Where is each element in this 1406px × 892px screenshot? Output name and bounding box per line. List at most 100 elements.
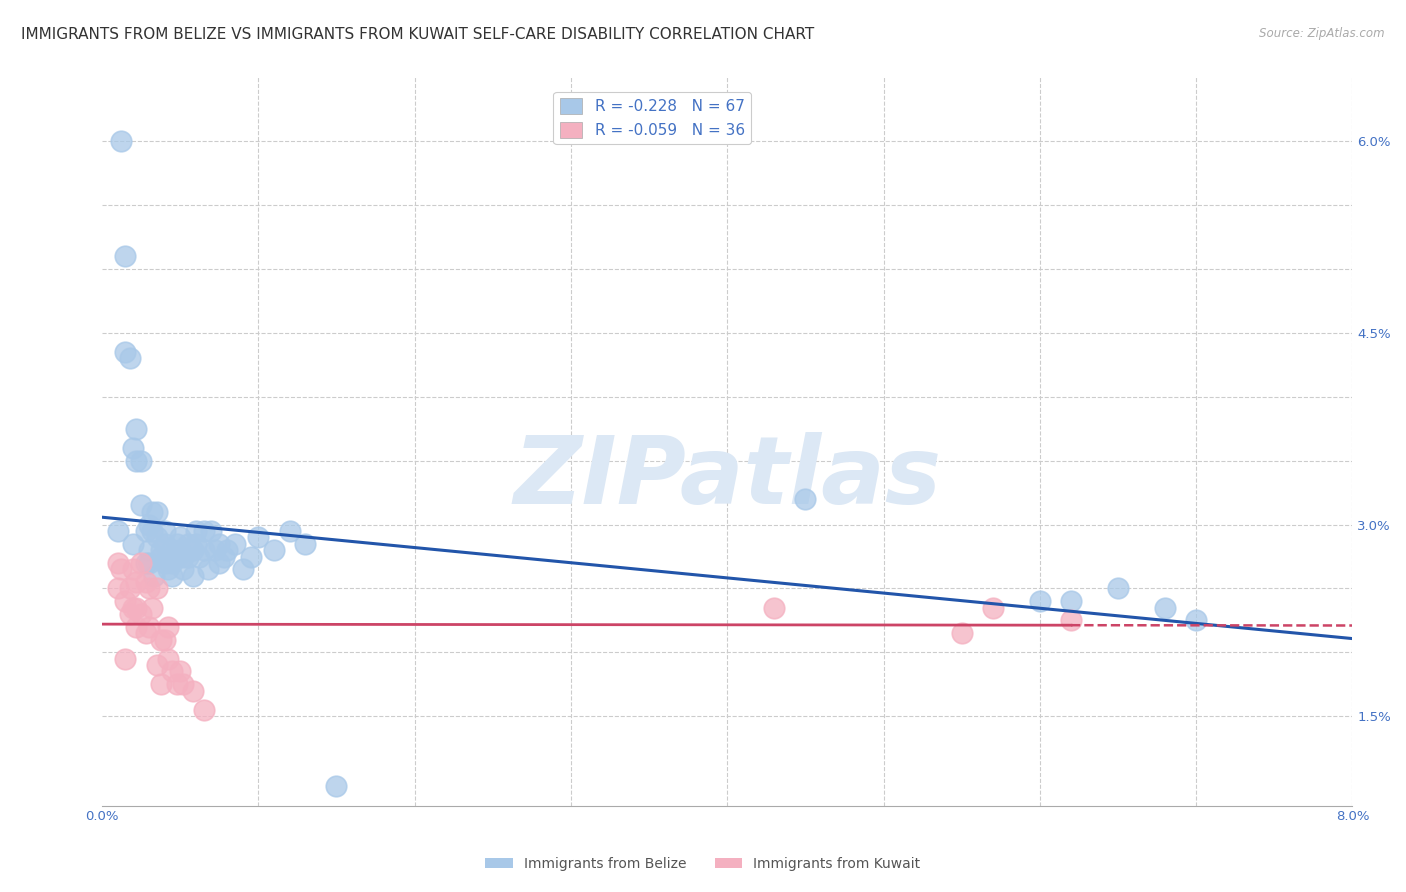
Point — [188, 549, 211, 564]
Point — [1185, 613, 1208, 627]
Point — [263, 543, 285, 558]
Point — [156, 620, 179, 634]
Point — [181, 683, 204, 698]
Point — [125, 575, 148, 590]
Point — [232, 562, 254, 576]
Point — [172, 562, 194, 576]
Point — [114, 345, 136, 359]
Point — [1029, 594, 1052, 608]
Point — [193, 703, 215, 717]
Point — [981, 600, 1004, 615]
Point — [1153, 600, 1175, 615]
Point — [156, 549, 179, 564]
Point — [239, 549, 262, 564]
Point — [153, 524, 176, 538]
Point — [129, 453, 152, 467]
Point — [294, 537, 316, 551]
Point — [177, 537, 200, 551]
Point — [217, 543, 239, 558]
Point — [150, 632, 173, 647]
Point — [153, 632, 176, 647]
Point — [224, 537, 246, 551]
Point — [138, 517, 160, 532]
Point — [135, 556, 157, 570]
Point — [110, 562, 132, 576]
Point — [120, 351, 142, 366]
Point — [125, 453, 148, 467]
Point — [156, 651, 179, 665]
Legend: R = -0.228   N = 67, R = -0.059   N = 36: R = -0.228 N = 67, R = -0.059 N = 36 — [554, 93, 751, 145]
Point — [208, 537, 231, 551]
Point — [135, 575, 157, 590]
Point — [114, 594, 136, 608]
Point — [325, 780, 347, 794]
Point — [162, 543, 184, 558]
Point — [763, 600, 786, 615]
Point — [141, 600, 163, 615]
Point — [138, 556, 160, 570]
Point — [138, 543, 160, 558]
Point — [150, 677, 173, 691]
Point — [142, 568, 165, 582]
Point — [125, 422, 148, 436]
Point — [129, 556, 152, 570]
Point — [950, 626, 973, 640]
Point — [169, 665, 191, 679]
Point — [114, 651, 136, 665]
Point — [197, 562, 219, 576]
Point — [177, 549, 200, 564]
Point — [184, 524, 207, 538]
Point — [122, 537, 145, 551]
Point — [1060, 594, 1083, 608]
Point — [794, 491, 817, 506]
Text: Source: ZipAtlas.com: Source: ZipAtlas.com — [1260, 27, 1385, 40]
Point — [129, 607, 152, 621]
Point — [166, 537, 188, 551]
Point — [181, 568, 204, 582]
Point — [172, 677, 194, 691]
Point — [125, 620, 148, 634]
Point — [141, 524, 163, 538]
Text: ZIPatlas: ZIPatlas — [513, 432, 941, 524]
Point — [129, 499, 152, 513]
Point — [153, 556, 176, 570]
Text: IMMIGRANTS FROM BELIZE VS IMMIGRANTS FROM KUWAIT SELF-CARE DISABILITY CORRELATIO: IMMIGRANTS FROM BELIZE VS IMMIGRANTS FRO… — [21, 27, 814, 42]
Point — [122, 600, 145, 615]
Point — [247, 530, 270, 544]
Legend: Immigrants from Belize, Immigrants from Kuwait: Immigrants from Belize, Immigrants from … — [479, 851, 927, 876]
Point — [145, 582, 167, 596]
Point — [162, 556, 184, 570]
Point — [1107, 582, 1129, 596]
Point — [166, 677, 188, 691]
Point — [150, 549, 173, 564]
Point — [1060, 613, 1083, 627]
Point — [204, 543, 226, 558]
Point — [145, 530, 167, 544]
Point — [162, 568, 184, 582]
Point — [145, 658, 167, 673]
Point — [193, 524, 215, 538]
Point — [184, 537, 207, 551]
Point — [169, 530, 191, 544]
Point — [278, 524, 301, 538]
Point — [166, 549, 188, 564]
Point — [150, 543, 173, 558]
Point — [156, 562, 179, 576]
Point — [122, 441, 145, 455]
Point — [120, 607, 142, 621]
Point — [212, 549, 235, 564]
Point — [135, 524, 157, 538]
Point — [145, 505, 167, 519]
Point — [141, 505, 163, 519]
Point — [107, 582, 129, 596]
Point — [138, 582, 160, 596]
Point — [107, 556, 129, 570]
Point — [193, 543, 215, 558]
Point — [110, 134, 132, 148]
Point — [120, 582, 142, 596]
Point — [138, 620, 160, 634]
Point — [181, 543, 204, 558]
Point — [135, 626, 157, 640]
Point — [162, 665, 184, 679]
Point — [114, 249, 136, 263]
